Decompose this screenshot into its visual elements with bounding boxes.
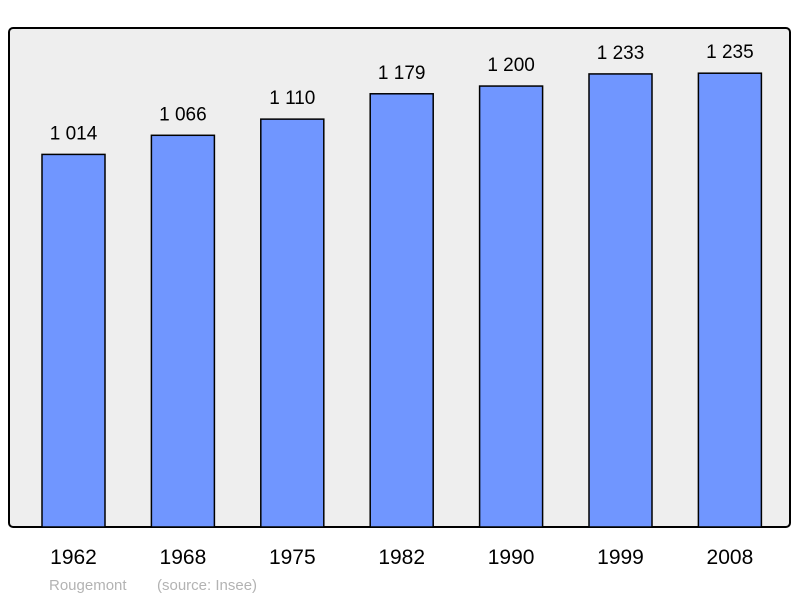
x-tick-1999: 1999 — [597, 546, 644, 569]
data-label-1990: 1 200 — [487, 55, 535, 76]
data-label-2008: 1 235 — [706, 42, 754, 63]
bar-1990 — [478, 85, 544, 528]
bar-1975 — [260, 118, 325, 528]
data-label-1962: 1 014 — [50, 123, 98, 144]
data-label-1975: 1 110 — [269, 88, 315, 109]
x-tick-1975: 1975 — [269, 546, 316, 569]
caption-place: Rougemont — [49, 577, 127, 594]
data-label-1968: 1 066 — [159, 104, 207, 125]
bar-1982 — [369, 93, 434, 528]
data-label-1999: 1 233 — [597, 43, 645, 64]
bar-2008 — [697, 72, 763, 528]
x-tick-1962: 1962 — [50, 546, 97, 569]
x-tick-1990: 1990 — [488, 546, 535, 569]
x-tick-1982: 1982 — [378, 546, 425, 569]
x-tick-1968: 1968 — [160, 546, 207, 569]
x-tick-2008: 2008 — [707, 546, 754, 569]
bar-1968 — [150, 134, 216, 528]
caption-source: (source: Insee) — [157, 577, 257, 594]
bar-1999 — [588, 73, 653, 528]
bar-1962 — [41, 153, 106, 528]
data-label-1982: 1 179 — [378, 63, 426, 84]
